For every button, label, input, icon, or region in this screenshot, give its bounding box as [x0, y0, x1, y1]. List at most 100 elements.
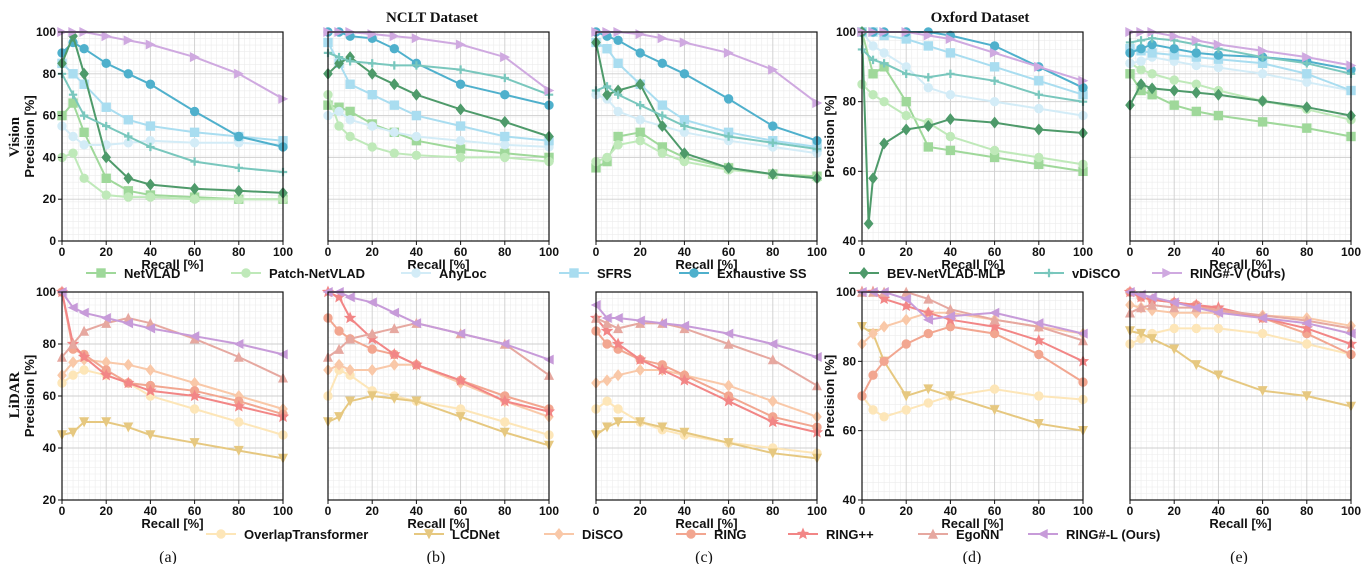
- point-exhaustive-ss: [500, 90, 510, 100]
- plot-frame: [595, 31, 818, 242]
- x-tick-label: 100: [273, 504, 293, 518]
- legend-marker-exhaustive-ss: [689, 268, 699, 278]
- legend-marker-anyloc: [411, 268, 421, 278]
- point-exhaustive-ss: [455, 79, 466, 89]
- legend-item-exhaustive-ss: Exhaustive SS: [679, 266, 807, 281]
- point-sfrs: [68, 69, 78, 79]
- point-sfrs: [923, 41, 933, 51]
- point-ring-l-ours: [767, 338, 778, 350]
- point-patch-netvlad: [411, 150, 422, 161]
- y-tick-label: 40: [843, 234, 857, 248]
- point-patch-netvlad: [145, 192, 156, 202]
- x-axis-label: Recall [%]: [941, 257, 1003, 272]
- point-ring-l-ours: [922, 314, 933, 325]
- panel-lidar-b: 0 20 40 60 80 100 Recall [%]: [321, 285, 559, 531]
- x-tick-label: 60: [188, 504, 202, 518]
- point-vdisco: [602, 82, 612, 91]
- y-tick-label: 40: [843, 493, 857, 507]
- point-anyloc: [367, 121, 377, 131]
- point-anyloc: [1302, 77, 1312, 87]
- series-ring-v-ours: [57, 26, 289, 104]
- x-tick-label: 80: [766, 504, 780, 518]
- point-patch-netvlad: [613, 140, 623, 150]
- point-netvlad: [1257, 117, 1268, 127]
- point-patch-netvlad: [989, 145, 1000, 156]
- point-netvlad: [455, 144, 466, 154]
- point-lcdnet: [767, 448, 778, 459]
- point-lcdnet: [411, 396, 422, 407]
- point-lcdnet: [455, 412, 466, 423]
- x-tick-label: 100: [539, 245, 559, 259]
- legend-item-ring-l-ours: RING#-L (Ours): [1028, 527, 1160, 542]
- point-ring: [766, 415, 779, 428]
- point-anyloc: [635, 115, 645, 125]
- point-ring: [656, 363, 669, 376]
- point-vdisco: [456, 65, 465, 74]
- x-tick-label: 40: [410, 245, 424, 259]
- point-disco: [602, 374, 612, 387]
- series-ring: [589, 311, 824, 438]
- point-lcdnet: [334, 412, 345, 423]
- legend-item-patch-netvlad: Patch-NetVLAD: [231, 266, 365, 281]
- point-lcdnet: [901, 391, 912, 402]
- legend-marker-ring: [796, 527, 810, 540]
- legend-item-lcdnet: LCDNet: [414, 527, 500, 542]
- point-patch-netvlad: [1147, 69, 1157, 79]
- point-ring-v-ours: [1191, 35, 1202, 46]
- point-vdisco: [724, 132, 733, 141]
- point-egonn: [989, 314, 1000, 325]
- point-patch-netvlad: [123, 192, 134, 202]
- point-ring-l-ours: [145, 323, 156, 334]
- point-exhaustive-ss: [635, 48, 645, 58]
- point-anyloc: [923, 83, 933, 93]
- y-tick-label: 80: [843, 95, 857, 109]
- point-lcdnet: [723, 438, 734, 449]
- point-lcdnet: [233, 445, 244, 456]
- point-lcdnet: [367, 391, 378, 402]
- point-ring-v-ours: [723, 47, 734, 58]
- point-sfrs: [613, 58, 623, 69]
- point-sfrs: [500, 131, 510, 142]
- point-disco: [334, 358, 344, 371]
- point-bev-netvlad-mlp: [189, 182, 200, 195]
- point-bev-netvlad-mlp: [1301, 101, 1312, 114]
- plot-frame: [861, 291, 1084, 501]
- point-anyloc: [334, 106, 344, 117]
- point-overlaptransformer: [868, 405, 878, 415]
- x-axis-label: Recall [%]: [141, 516, 203, 531]
- point-vdisco: [658, 111, 667, 120]
- point-ring-v-ours: [1257, 45, 1268, 56]
- x-tick-label: 60: [188, 245, 202, 259]
- legend-label-lcdnet: LCDNet: [452, 527, 500, 542]
- x-tick-label: 20: [100, 245, 114, 259]
- point-bev-netvlad-mlp: [367, 67, 378, 80]
- point-ring: [1032, 334, 1045, 346]
- x-tick-label: 80: [232, 504, 246, 518]
- point-disco: [767, 395, 778, 408]
- point-ring-v-ours: [923, 30, 934, 41]
- point-ring-v-ours: [1034, 61, 1045, 72]
- x-tick-label: 40: [1212, 245, 1226, 259]
- x-axis-label: Recall [%]: [941, 516, 1003, 531]
- point-ring-v-ours: [989, 47, 1000, 58]
- point-ring-l-ours: [388, 307, 399, 318]
- point-bev-netvlad-mlp: [1169, 84, 1180, 97]
- series-ring-l-ours: [1124, 286, 1356, 339]
- point-ring: [611, 337, 625, 350]
- x-tick-label: 100: [1341, 245, 1361, 259]
- point-anyloc: [189, 138, 200, 148]
- point-lcdnet: [389, 393, 400, 404]
- line-bev-netvlad-mlp: [861, 31, 1084, 224]
- point-overlaptransformer: [1213, 323, 1224, 334]
- point-bev-netvlad-mlp: [767, 168, 778, 181]
- point-egonn: [767, 354, 778, 365]
- point-lcdnet: [345, 396, 356, 407]
- series-bev-netvlad-mlp: [591, 36, 822, 185]
- x-tick-label: 80: [232, 245, 246, 259]
- series-ring-l-ours: [590, 299, 822, 363]
- point-anyloc: [1034, 103, 1044, 114]
- x-tick-label: 100: [807, 504, 827, 518]
- point-ring: [877, 292, 891, 305]
- point-exhaustive-ss: [679, 69, 690, 79]
- point-overlaptransformer: [234, 417, 244, 427]
